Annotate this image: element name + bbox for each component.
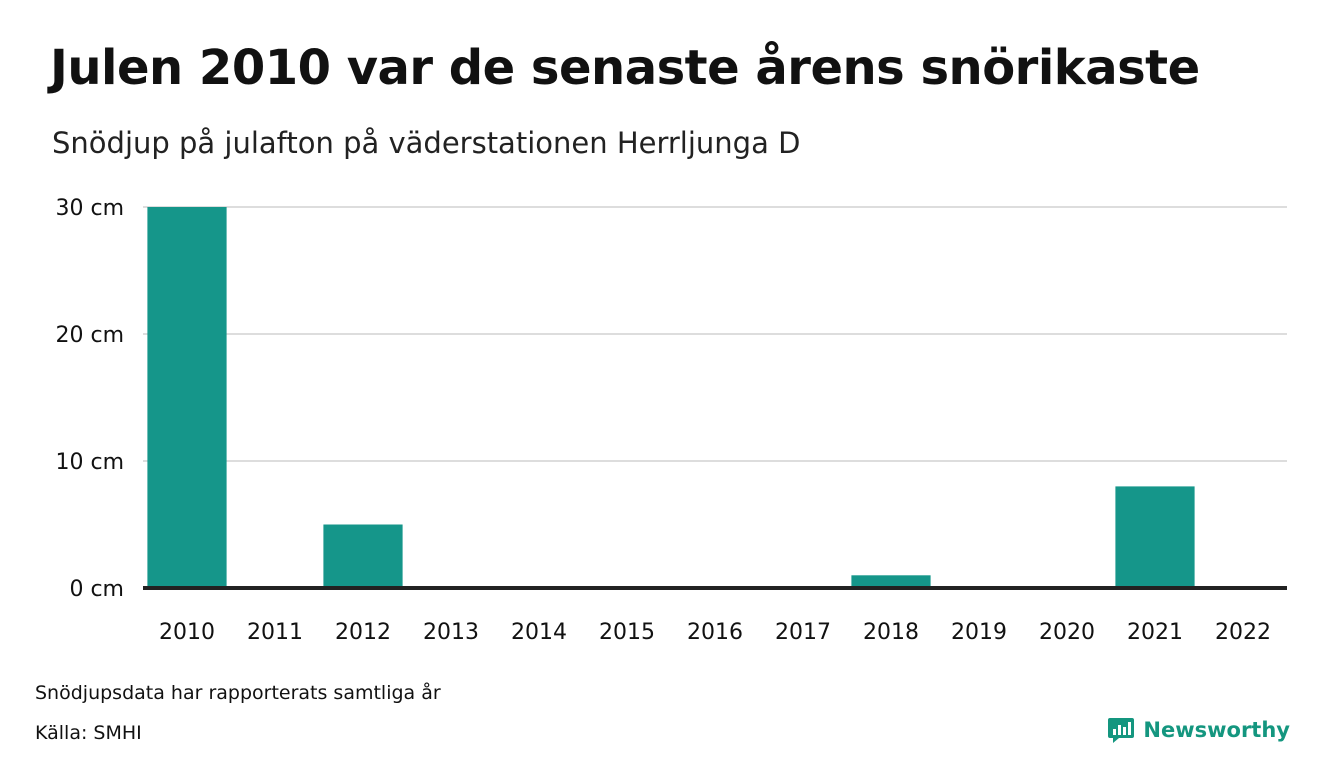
footnote: Snödjupsdata har rapporterats samtliga å… — [35, 682, 441, 704]
source-credit: Källa: SMHI — [35, 722, 142, 744]
x-tick-label: 2010 — [159, 620, 215, 645]
x-tick-label: 2017 — [775, 620, 831, 645]
x-tick-label: 2012 — [335, 620, 391, 645]
x-tick-label: 2021 — [1127, 620, 1183, 645]
y-tick-label: 0 cm — [69, 577, 124, 602]
chart-title: Julen 2010 var de senaste årens snörikas… — [50, 40, 1200, 96]
newsworthy-logo: Newsworthy — [1107, 716, 1290, 744]
newsworthy-logo-icon — [1108, 718, 1135, 743]
x-tick-label: 2015 — [599, 620, 655, 645]
bar-2021 — [1115, 486, 1195, 588]
x-tick-label: 2018 — [863, 620, 919, 645]
x-tick-label: 2022 — [1215, 620, 1271, 645]
bar-chart: 0 cm 10 cm 20 cm 30 cm 2010 2011 2012 2013 2014… — [55, 196, 1287, 645]
x-tick-label: 2011 — [247, 620, 303, 645]
y-tick-label: 20 cm — [55, 323, 124, 348]
x-axis-tick-labels: 2010 2011 2012 2013 2014 2015 2016 2017 2018 2019… — [159, 620, 1271, 645]
y-tick-label: 30 cm — [55, 196, 124, 221]
y-axis-tick-labels: 0 cm 10 cm 20 cm 30 cm — [55, 196, 124, 602]
y-tick-label: 10 cm — [55, 450, 124, 475]
x-tick-label: 2014 — [511, 620, 567, 645]
bar-2018 — [851, 575, 931, 588]
bar-2010 — [147, 207, 227, 588]
x-tick-label: 2013 — [423, 620, 479, 645]
x-tick-label: 2020 — [1039, 620, 1095, 645]
x-tick-label: 2019 — [951, 620, 1007, 645]
brand-name: Newsworthy — [1143, 718, 1290, 742]
chart-subtitle: Snödjup på julafton på väderstationen He… — [52, 126, 801, 160]
bars — [147, 207, 1195, 588]
gridlines — [143, 206, 1287, 462]
x-tick-label: 2016 — [687, 620, 743, 645]
bar-2012 — [323, 524, 403, 588]
